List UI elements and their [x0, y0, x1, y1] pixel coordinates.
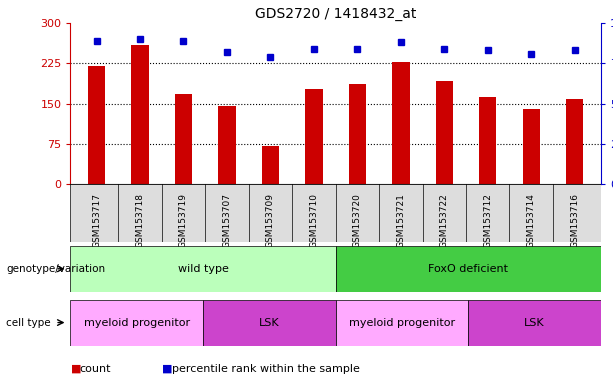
Text: GSM153717: GSM153717: [92, 193, 101, 248]
Bar: [436, 81, 453, 184]
Bar: [70, 300, 203, 346]
Text: GSM153709: GSM153709: [266, 193, 275, 248]
Text: myeloid progenitor: myeloid progenitor: [84, 318, 190, 328]
Bar: [175, 94, 192, 184]
Text: FoxO deficient: FoxO deficient: [428, 264, 508, 274]
Text: genotype/variation: genotype/variation: [6, 264, 105, 274]
Text: GSM153719: GSM153719: [179, 193, 188, 248]
Bar: [262, 146, 279, 184]
Text: GSM153721: GSM153721: [397, 193, 405, 248]
Bar: [566, 99, 584, 184]
Title: GDS2720 / 1418432_at: GDS2720 / 1418432_at: [255, 7, 416, 21]
Text: GSM153714: GSM153714: [527, 193, 536, 248]
Text: ■: ■: [70, 364, 81, 374]
Bar: [218, 106, 235, 184]
Bar: [522, 109, 540, 184]
Bar: [479, 97, 497, 184]
Text: percentile rank within the sample: percentile rank within the sample: [172, 364, 359, 374]
Text: ■: ■: [162, 364, 173, 374]
Text: GSM153710: GSM153710: [310, 193, 318, 248]
Bar: [203, 300, 336, 346]
Text: wild type: wild type: [178, 264, 229, 274]
Text: LSK: LSK: [259, 318, 280, 328]
Text: myeloid progenitor: myeloid progenitor: [349, 318, 455, 328]
Text: GSM153720: GSM153720: [353, 193, 362, 248]
Bar: [349, 84, 366, 184]
Text: cell type: cell type: [6, 318, 51, 328]
Text: GSM153707: GSM153707: [223, 193, 232, 248]
Text: GSM153716: GSM153716: [570, 193, 579, 248]
Bar: [131, 45, 149, 184]
Bar: [305, 89, 322, 184]
Bar: [336, 300, 468, 346]
Bar: [88, 66, 105, 184]
Bar: [70, 184, 601, 242]
Text: GSM153722: GSM153722: [440, 193, 449, 248]
Text: LSK: LSK: [524, 318, 545, 328]
Text: GSM153718: GSM153718: [135, 193, 145, 248]
Bar: [468, 300, 601, 346]
Text: GSM153712: GSM153712: [483, 193, 492, 248]
Bar: [336, 246, 601, 292]
Bar: [392, 62, 409, 184]
Bar: [70, 246, 336, 292]
Text: count: count: [80, 364, 111, 374]
